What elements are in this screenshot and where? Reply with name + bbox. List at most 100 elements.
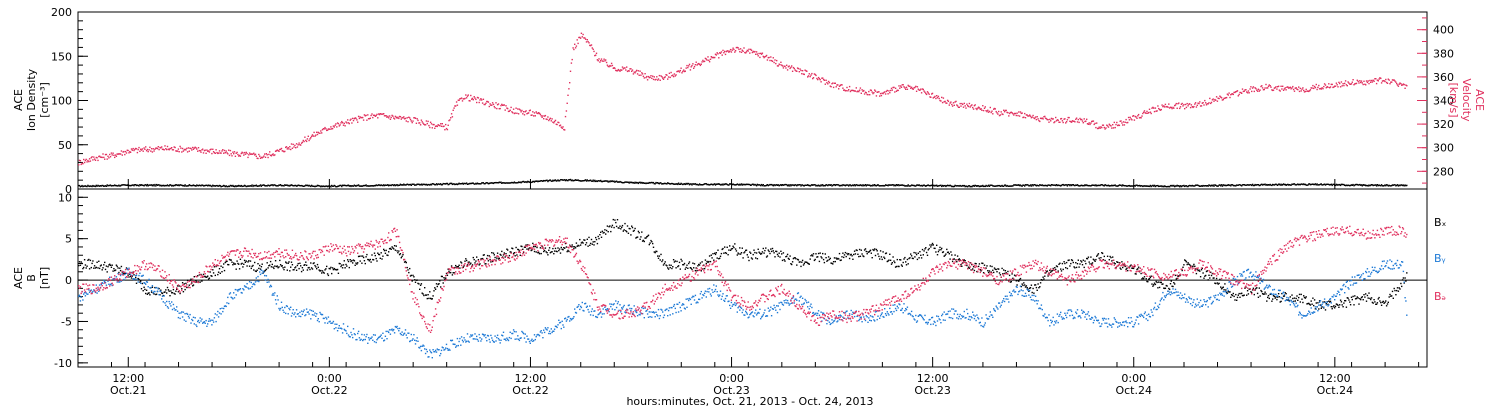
data-point xyxy=(215,149,217,151)
data-point xyxy=(889,253,891,255)
data-point xyxy=(256,157,258,159)
data-point xyxy=(863,89,865,92)
data-point xyxy=(1036,184,1038,186)
data-point xyxy=(693,267,695,269)
data-point xyxy=(481,258,483,260)
data-point xyxy=(612,67,614,69)
data-point xyxy=(853,184,855,187)
data-point xyxy=(217,271,220,273)
data-point xyxy=(1127,121,1129,124)
data-point xyxy=(303,140,305,143)
data-point xyxy=(851,255,853,257)
data-point xyxy=(1385,300,1387,302)
data-point xyxy=(79,264,82,266)
data-point xyxy=(269,264,271,266)
data-point xyxy=(1292,88,1295,91)
data-point xyxy=(207,275,209,277)
data-point xyxy=(1003,269,1005,271)
data-point xyxy=(710,254,712,256)
data-point xyxy=(262,156,264,158)
data-point xyxy=(682,264,684,266)
data-point xyxy=(626,70,629,73)
data-point xyxy=(1028,115,1030,117)
data-point xyxy=(280,185,283,187)
data-point xyxy=(882,251,884,253)
data-point xyxy=(216,151,218,154)
data-point xyxy=(1341,85,1343,87)
data-point xyxy=(1183,103,1185,106)
data-point xyxy=(120,150,123,152)
data-point xyxy=(1225,289,1227,291)
data-point xyxy=(167,289,170,291)
data-point xyxy=(1240,292,1242,295)
data-point xyxy=(770,59,773,62)
data-point xyxy=(916,258,919,261)
data-point xyxy=(413,183,415,185)
data-point xyxy=(1222,98,1224,101)
data-point xyxy=(88,258,90,261)
data-point xyxy=(309,268,311,271)
data-point xyxy=(977,106,980,108)
data-point xyxy=(573,48,575,51)
top-ylabel-line-1: ACE xyxy=(12,89,25,111)
data-point xyxy=(948,104,950,106)
data-point xyxy=(1272,89,1275,91)
data-point xyxy=(924,91,926,93)
data-point xyxy=(118,271,120,274)
data-point xyxy=(465,182,467,185)
data-point xyxy=(248,154,250,156)
data-point xyxy=(1291,87,1293,89)
data-point xyxy=(490,261,492,263)
data-point xyxy=(855,184,857,186)
data-point xyxy=(574,179,577,181)
data-point xyxy=(496,257,498,259)
data-point xyxy=(974,104,976,106)
data-point xyxy=(933,96,935,98)
data-point xyxy=(521,245,523,248)
data-point xyxy=(237,153,239,156)
data-point xyxy=(134,184,136,186)
data-point xyxy=(1031,184,1033,186)
data-point xyxy=(372,259,375,261)
data-point xyxy=(843,89,846,91)
data-point xyxy=(403,183,405,185)
data-point xyxy=(1107,126,1110,128)
data-point xyxy=(1340,301,1343,303)
data-point xyxy=(533,250,536,253)
data-point xyxy=(1139,185,1141,187)
data-point xyxy=(288,261,290,263)
data-point xyxy=(886,89,888,92)
data-point xyxy=(1201,102,1203,104)
data-point xyxy=(656,250,658,253)
data-point xyxy=(1070,262,1072,265)
data-point xyxy=(907,263,909,265)
data-point xyxy=(397,184,399,187)
data-point xyxy=(639,181,641,183)
data-point xyxy=(670,71,672,74)
data-point xyxy=(1297,299,1299,301)
data-point xyxy=(1050,270,1053,272)
data-point xyxy=(461,182,464,184)
data-point xyxy=(100,156,102,158)
data-point xyxy=(558,248,561,250)
data-point xyxy=(304,136,306,138)
data-point xyxy=(1047,119,1049,121)
data-point xyxy=(743,184,745,186)
data-point xyxy=(1057,270,1059,272)
data-point xyxy=(1228,184,1230,187)
data-point xyxy=(522,113,524,115)
data-point xyxy=(214,185,216,187)
data-point xyxy=(939,99,941,102)
data-point xyxy=(1014,112,1017,115)
data-point xyxy=(1122,184,1125,187)
data-point xyxy=(742,183,744,185)
data-point xyxy=(1065,261,1068,264)
data-point xyxy=(905,86,908,88)
data-point xyxy=(720,184,723,186)
data-point xyxy=(1025,114,1028,116)
data-point xyxy=(677,265,679,268)
data-point xyxy=(924,248,926,250)
data-point xyxy=(819,79,821,81)
data-point xyxy=(770,56,772,58)
data-point xyxy=(353,184,356,186)
